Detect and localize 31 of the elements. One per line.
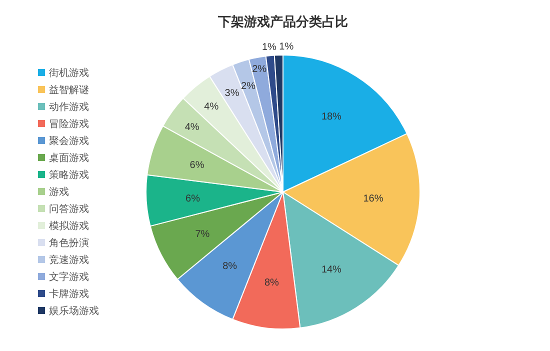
- legend-label: 益智解谜: [49, 84, 89, 96]
- data-label: 4%: [204, 101, 219, 112]
- legend-label: 文字游戏: [49, 271, 89, 283]
- legend-label: 桌面游戏: [49, 152, 89, 164]
- data-label: 4%: [184, 122, 200, 133]
- data-label: 14%: [321, 264, 342, 276]
- data-label: 8%: [222, 261, 238, 272]
- data-label: 1%: [262, 42, 276, 54]
- data-label: 3%: [224, 88, 240, 99]
- legend-label: 冒险游戏: [49, 118, 89, 130]
- legend-label: 竞速游戏: [49, 254, 89, 266]
- legend-label: 游戏: [49, 186, 69, 198]
- data-label: 7%: [195, 229, 210, 240]
- data-label: 2%: [252, 64, 267, 75]
- legend-label: 街机游戏: [49, 67, 89, 79]
- data-label: 6%: [190, 160, 204, 172]
- data-label: 6%: [186, 194, 200, 205]
- legend-label: 策略游戏: [49, 169, 89, 181]
- data-label: 1%: [279, 41, 294, 52]
- data-label: 18%: [321, 112, 342, 123]
- chart-title: 下架游戏产品分类占比: [217, 14, 348, 29]
- legend-label: 动作游戏: [49, 101, 89, 113]
- legend-label: 聚会游戏: [49, 135, 89, 147]
- data-label: 2%: [241, 81, 256, 92]
- legend-label: 模拟游戏: [49, 220, 89, 232]
- data-label: 8%: [264, 278, 279, 289]
- legend-label: 娱乐场游戏: [49, 305, 99, 317]
- legend-label: 问答游戏: [49, 203, 89, 215]
- data-label: 16%: [363, 194, 384, 205]
- legend-label: 卡牌游戏: [49, 288, 89, 300]
- legend-label: 角色扮演: [49, 237, 89, 249]
